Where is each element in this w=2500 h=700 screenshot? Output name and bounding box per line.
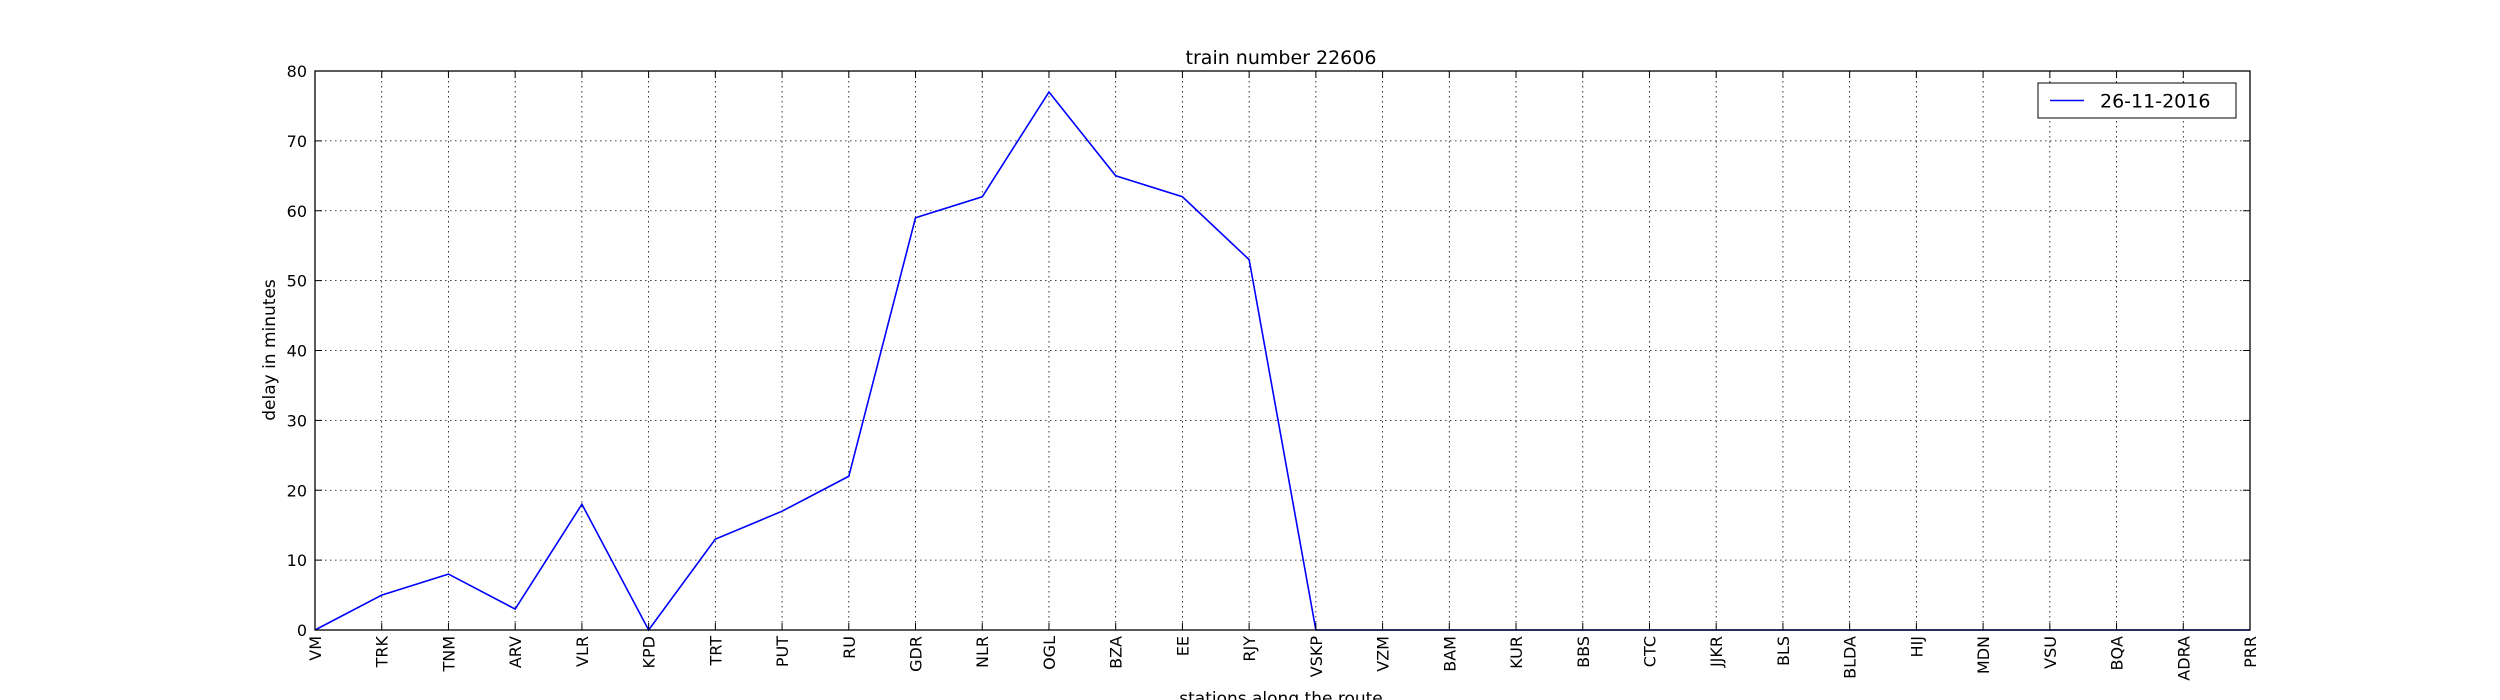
x-tick-label: ADRA: [2174, 636, 2193, 681]
y-tick-label: 70: [287, 132, 307, 151]
x-tick-label: BLDA: [1841, 636, 1860, 679]
series-line-0: [314, 90, 2250, 632]
chart-title: train number 22606: [1186, 47, 1377, 69]
legend-label: 26-11-2016: [2100, 91, 2210, 113]
x-tick-label: VLR: [573, 636, 592, 667]
x-tick-label: BQA: [2108, 636, 2127, 671]
axis-ticks: VM TRK TNM ARV VLR KPD TRT PUT RU GDR NLR OGL BZA EE R…: [287, 62, 2260, 681]
y-axis-label: delay in minutes: [260, 279, 280, 421]
y-tick-label: 30: [287, 411, 307, 430]
legend: 26-11-2016: [2037, 82, 2237, 119]
y-tick-label: 20: [287, 481, 307, 500]
x-tick-label: RJY: [1240, 636, 1259, 662]
x-tick-label: ARV: [506, 636, 525, 668]
x-tick-label: CTC: [1640, 636, 1659, 667]
y-tick-label: 0: [297, 621, 307, 640]
x-tick-label: GDR: [907, 636, 926, 672]
y-tick-label: 10: [287, 551, 307, 570]
x-tick-label: BLS: [1774, 636, 1793, 666]
x-tick-label: MDN: [1974, 636, 1993, 674]
x-tick-label: OGL: [1040, 636, 1059, 670]
x-tick-label: KUR: [1507, 636, 1526, 669]
grid-lines: [314, 70, 2251, 631]
y-tick-label: 40: [287, 342, 307, 361]
x-tick-label: VZM: [1374, 636, 1393, 672]
x-tick-label: VSKP: [1307, 636, 1326, 678]
x-tick-label: NLR: [973, 636, 992, 668]
x-tick-label: TRT: [706, 636, 725, 667]
x-tick-label: RU: [840, 636, 859, 659]
x-tick-label: BAM: [1440, 636, 1459, 672]
x-tick-label: TNM: [439, 636, 458, 673]
x-tick-label: VSU: [2041, 636, 2060, 669]
series-lines: [314, 90, 2250, 632]
x-tick-label: JJKR: [1707, 636, 1726, 668]
y-tick-label: 60: [287, 202, 307, 221]
x-tick-label: KPD: [640, 636, 659, 668]
y-tick-label: 80: [287, 62, 307, 81]
x-tick-label: HIJ: [1907, 636, 1926, 657]
x-tick-label: BBS: [1574, 636, 1593, 668]
x-tick-label: BZA: [1107, 636, 1126, 669]
x-tick-label: EE: [1173, 636, 1192, 656]
x-axis-label: stations along the route: [1179, 689, 1383, 700]
x-tick-label: TRK: [373, 636, 392, 669]
y-tick-label: 50: [287, 272, 307, 291]
x-tick-label: PUT: [773, 636, 792, 667]
x-tick-label: VM: [306, 636, 325, 661]
x-tick-label: PRR: [2241, 636, 2260, 668]
